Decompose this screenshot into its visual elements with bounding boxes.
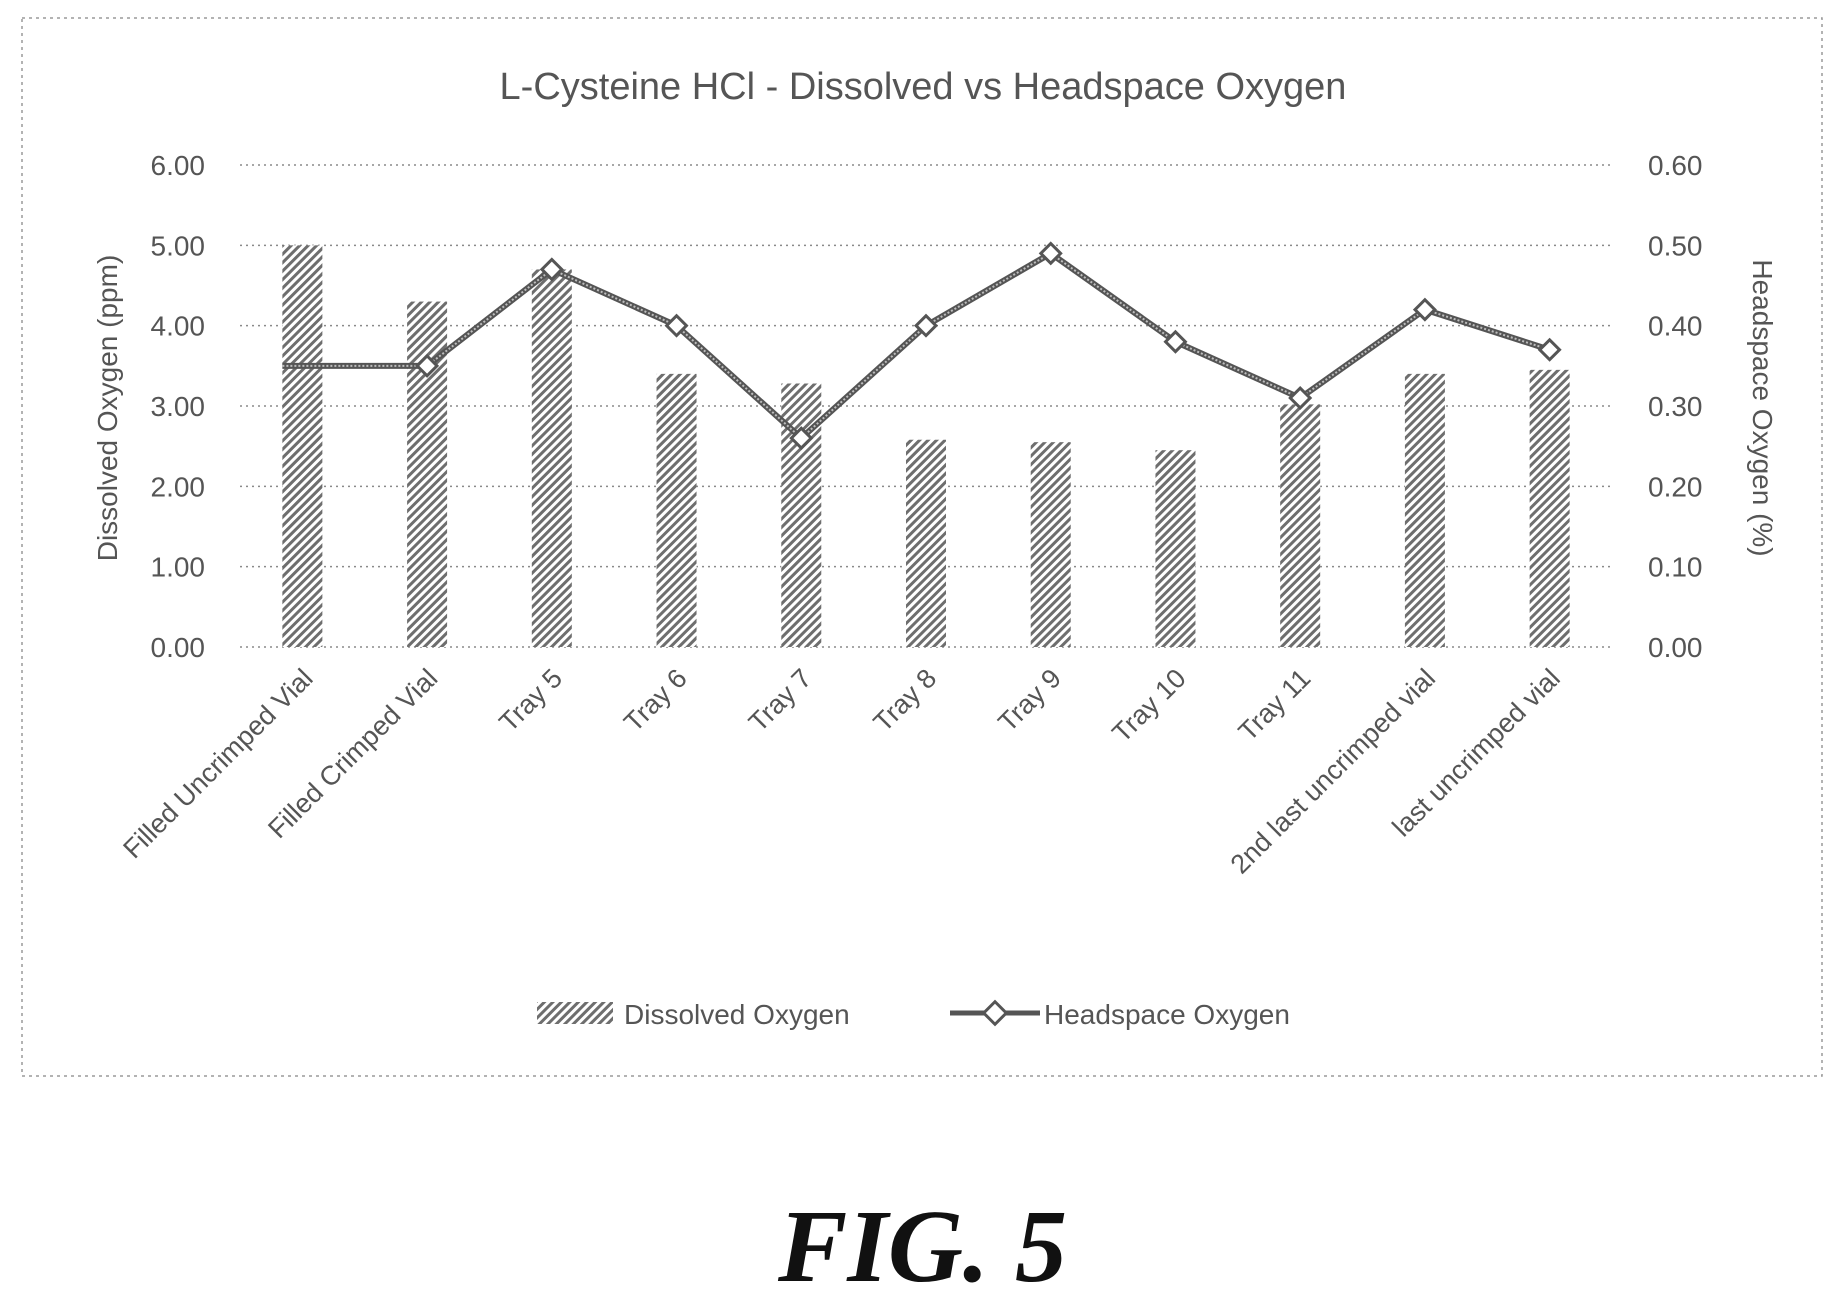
y2-tick-label: 0.60 [1648, 150, 1703, 181]
chart-title: L-Cysteine HCl - Dissolved vs Headspace … [500, 66, 1347, 108]
bar [1030, 442, 1071, 647]
bar [1529, 369, 1570, 647]
y2-tick-label: 0.20 [1648, 471, 1703, 502]
headspace-point [1537, 337, 1562, 362]
headspace-point [1288, 385, 1313, 410]
bar [1404, 373, 1445, 647]
y2-tick-label: 0.10 [1648, 552, 1703, 583]
x-tick-label: Tray 11 [1233, 663, 1317, 747]
legend-headspace-oxygen: Headspace Oxygen [1044, 999, 1290, 1030]
headspace-line [282, 250, 1551, 442]
y2-axis-ticks: 0.00 0.10 0.20 0.30 0.40 0.50 0.60 [1648, 150, 1703, 663]
headspace-point [1038, 241, 1063, 266]
bar [531, 269, 572, 647]
headspace-point [415, 353, 440, 378]
bar [906, 439, 946, 647]
legend-bar-swatch [537, 1002, 613, 1024]
bar [656, 373, 697, 647]
y-axis-label: Dissolved Oxygen (ppm) [92, 255, 123, 562]
x-tick-label: Tray 7 [743, 663, 818, 738]
headspace-point [789, 426, 814, 451]
figure-caption: FIG. 5 [778, 1189, 1067, 1304]
x-tick-label: Tray 8 [868, 663, 943, 738]
y-tick-label: 2.00 [151, 471, 206, 502]
x-tick-label: Tray 5 [493, 663, 568, 738]
y-axis-ticks: 0.00 1.00 2.00 3.00 4.00 5.00 6.00 [151, 150, 206, 663]
bar-series [282, 245, 1570, 648]
y-tick-label: 4.00 [151, 311, 206, 342]
y2-tick-label: 0.50 [1648, 230, 1703, 261]
legend-dissolved-oxygen: Dissolved Oxygen [624, 999, 850, 1030]
bar [1280, 404, 1321, 647]
headspace-point [1163, 329, 1188, 354]
y-tick-label: 5.00 [151, 230, 206, 261]
bar [282, 245, 323, 648]
chart-frame [21, 17, 1823, 1077]
legend-line-marker [981, 999, 1009, 1027]
headspace-point [1412, 297, 1437, 322]
bar [1155, 450, 1196, 647]
y-tick-label: 3.00 [151, 391, 206, 422]
headspace-point [664, 313, 689, 338]
headspace-point [539, 257, 564, 282]
headspace-line-core [282, 252, 1550, 440]
x-tick-label: Tray 9 [992, 663, 1067, 738]
x-tick-label: Tray 6 [618, 663, 693, 738]
y-tick-label: 0.00 [151, 632, 206, 663]
y-tick-label: 1.00 [151, 552, 206, 583]
x-tick-label: 2nd last uncrimped vial [1225, 663, 1441, 879]
headspace-point [913, 313, 939, 338]
y-tick-label: 6.00 [151, 150, 206, 181]
legend: Dissolved Oxygen Headspace Oxygen [537, 999, 1290, 1030]
y2-axis-label: Headspace Oxygen (%) [1747, 259, 1778, 556]
y2-tick-label: 0.30 [1648, 391, 1703, 422]
line-series [282, 241, 1562, 451]
x-tick-label: Tray 10 [1106, 663, 1191, 748]
y2-tick-label: 0.40 [1648, 311, 1703, 342]
y2-tick-label: 0.00 [1648, 632, 1703, 663]
